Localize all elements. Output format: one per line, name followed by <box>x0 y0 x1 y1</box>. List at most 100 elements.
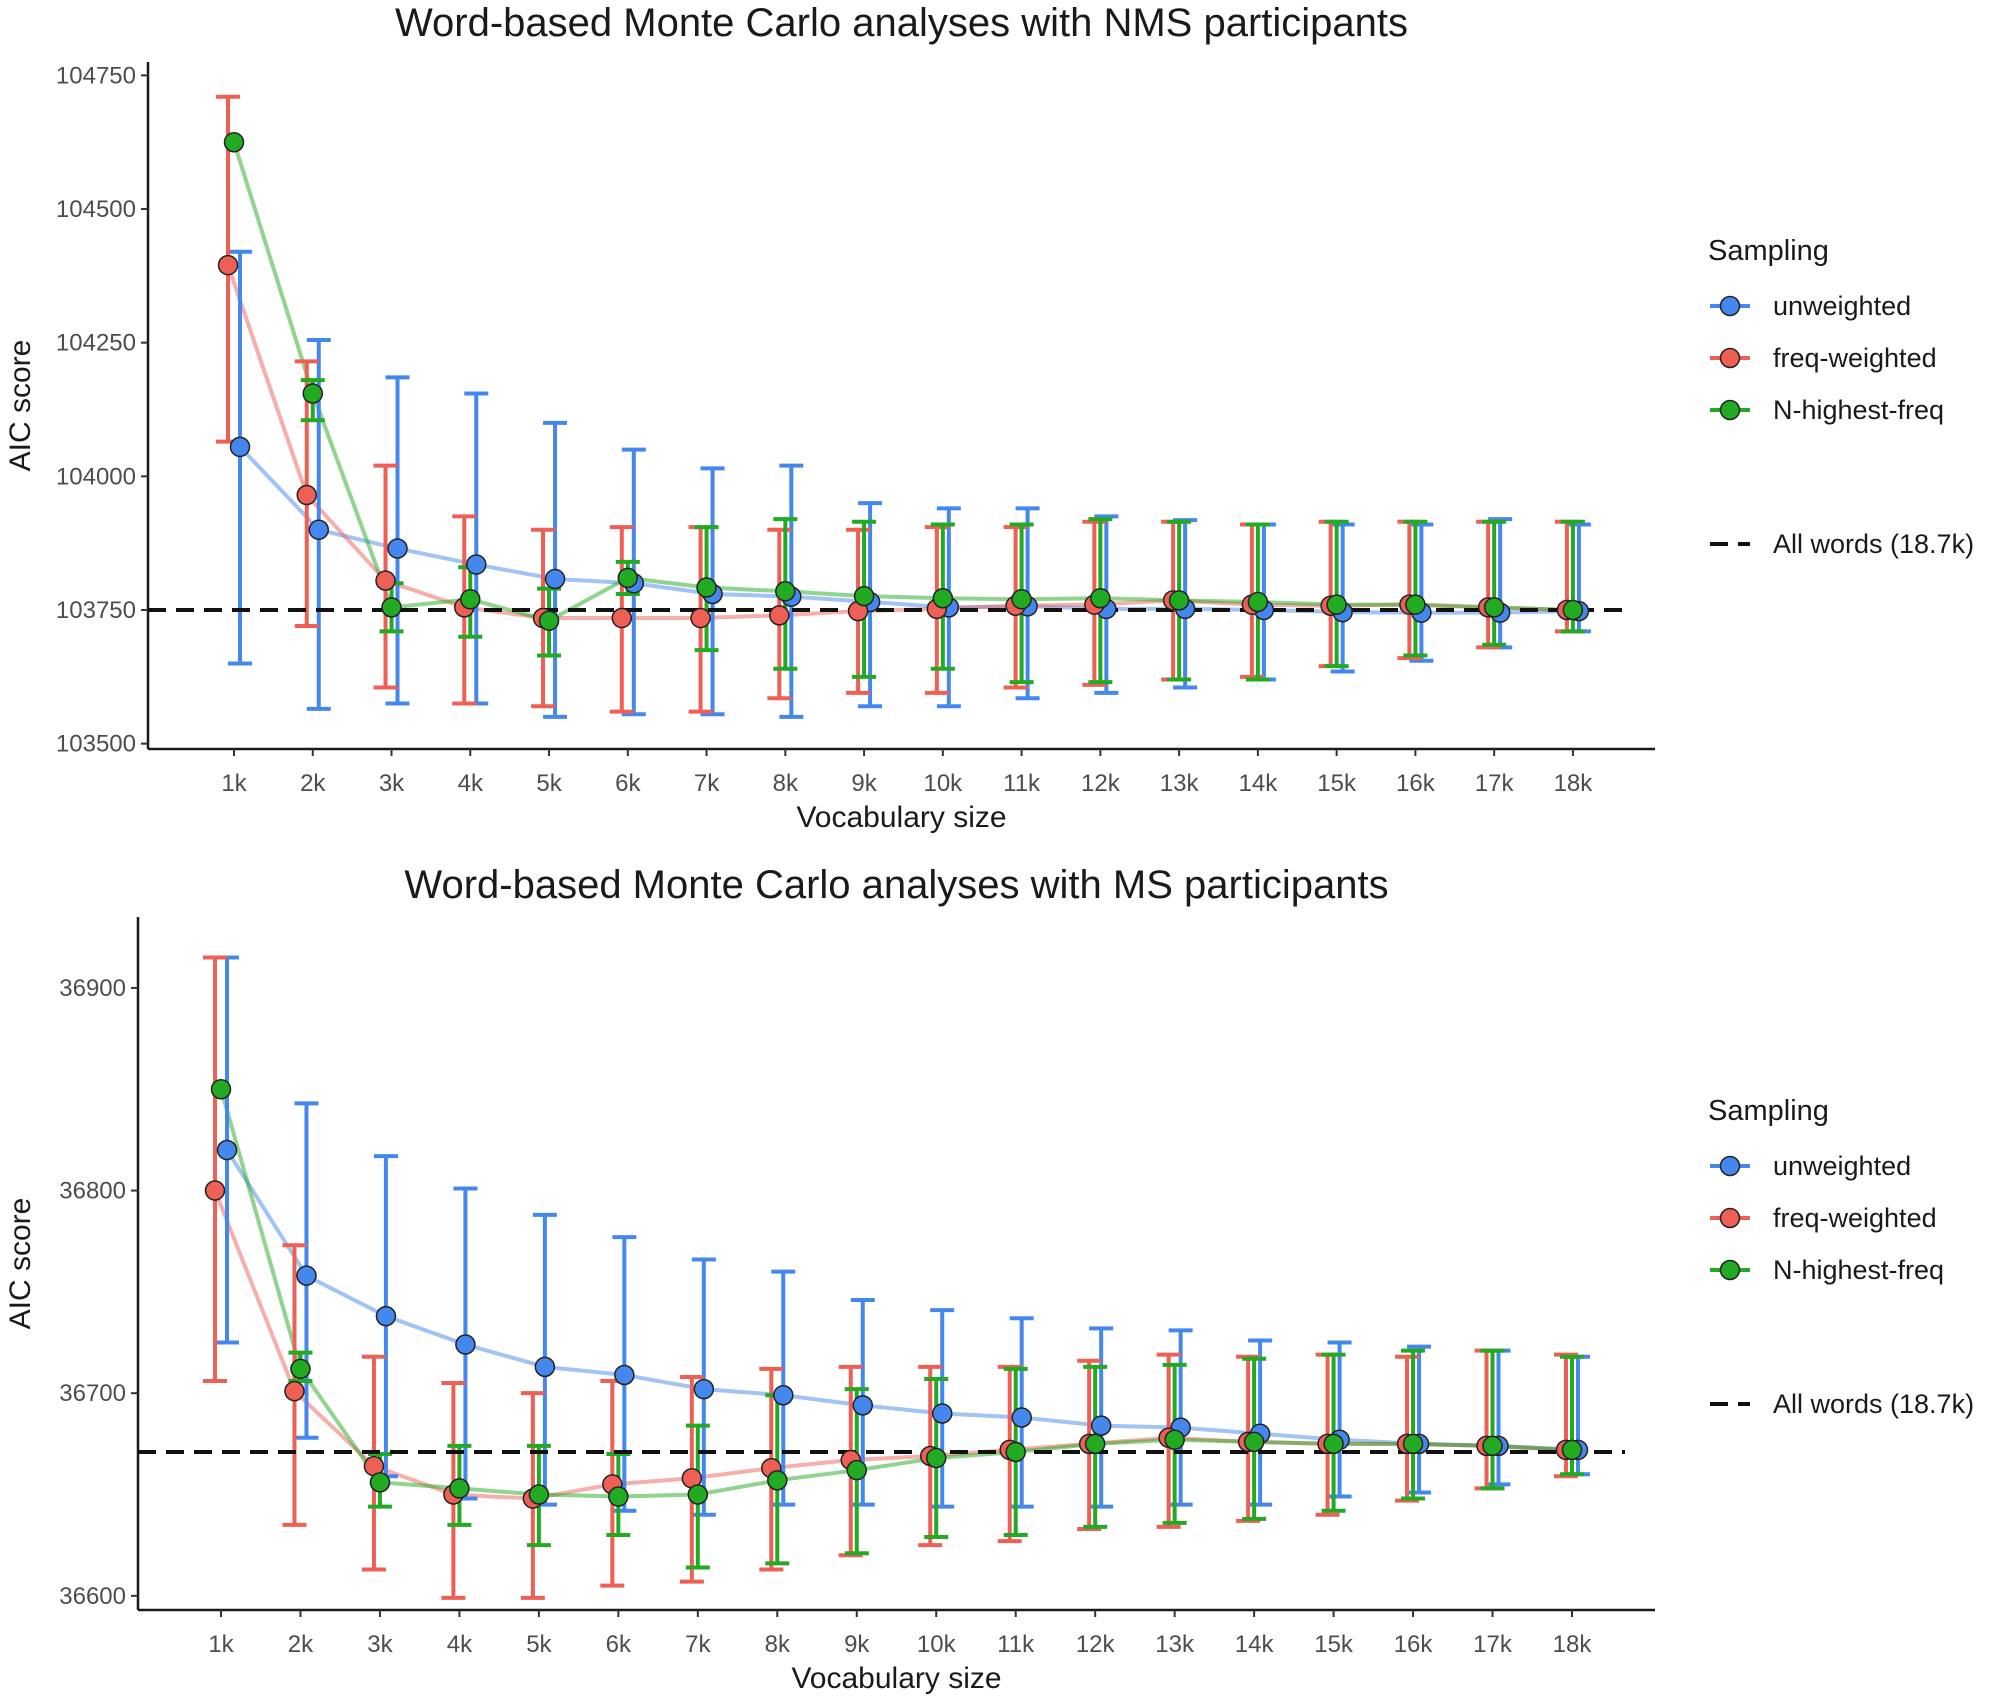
y-tick-label: 36700 <box>59 1380 126 1407</box>
y-tick-label: 103750 <box>56 597 136 624</box>
x-tick-label: 17k <box>1473 1631 1513 1658</box>
point-N-highest-freq <box>1090 587 1111 609</box>
point-N-highest-freq <box>1243 1431 1265 1453</box>
point-unweighted <box>1090 1415 1112 1436</box>
point-N-highest-freq <box>1247 591 1269 613</box>
x-tick-label: 11k <box>997 1631 1035 1658</box>
point-N-highest-freq <box>1562 599 1584 621</box>
point-N-highest-freq <box>1011 589 1032 610</box>
x-tick-label: 9k <box>851 770 877 797</box>
legend-label: unweighted <box>1773 1151 1911 1181</box>
error-bar-unweighted <box>1409 522 1434 663</box>
x-tick-label: 10k <box>923 770 963 797</box>
point-N-highest-freq <box>1323 1433 1344 1455</box>
point-freq-weighted <box>217 254 239 276</box>
point-unweighted <box>387 538 408 559</box>
point-unweighted <box>455 1334 476 1355</box>
point-unweighted <box>693 1378 715 1400</box>
x-tick-label: 6k <box>606 1631 632 1658</box>
error-bar-unweighted <box>1486 1348 1511 1487</box>
y-tick-label: 104750 <box>56 62 136 89</box>
point-N-highest-freq <box>223 131 245 153</box>
x-tick-label: 14k <box>1235 1631 1275 1658</box>
legend-item-freq-weighted: freq-weighted <box>1710 343 1937 373</box>
nms-panel: Word-based Monte Carlo analyses with NMS… <box>4 1 1974 834</box>
series-line-freq-weighted <box>226 264 1567 621</box>
point-unweighted <box>852 1395 874 1416</box>
x-tick-label: 7k <box>685 1631 711 1658</box>
x-tick-label: 5k <box>536 770 562 797</box>
point-N-highest-freq <box>1005 1441 1026 1463</box>
legend-item-unweighted: unweighted <box>1710 291 1911 321</box>
legend-label: freq-weighted <box>1773 343 1937 373</box>
point-N-highest-freq <box>449 1478 470 1499</box>
error-bar-unweighted <box>1407 1344 1432 1495</box>
x-tick-label: 10k <box>917 1631 957 1658</box>
error-bar-N-highest-freq <box>1480 1348 1505 1491</box>
legend-key-point <box>1719 347 1741 369</box>
error-bar-freq-weighted <box>203 955 227 1384</box>
point-unweighted <box>614 1364 635 1386</box>
x-tick-label: 18k <box>1553 1631 1593 1658</box>
error-bar-freq-weighted <box>1318 519 1343 669</box>
x-tick-label: 12k <box>1081 770 1121 797</box>
legend-label: freq-weighted <box>1773 1203 1937 1233</box>
point-N-highest-freq <box>608 1486 629 1507</box>
point-N-highest-freq <box>460 589 481 610</box>
legend-label: All words (18.7k) <box>1773 1389 1974 1419</box>
x-tick-label: 7k <box>694 770 720 797</box>
error-bar-freq-weighted <box>1474 1348 1499 1491</box>
point-unweighted <box>773 1384 794 1406</box>
point-N-highest-freq <box>210 1078 232 1100</box>
error-bar-N-highest-freq <box>1482 519 1507 647</box>
point-freq-weighted <box>375 570 396 591</box>
y-tick-label: 104500 <box>56 196 136 223</box>
series-line-freq-weighted <box>213 1189 1567 1501</box>
error-bar-unweighted <box>228 249 252 666</box>
series-line-unweighted <box>225 1148 1579 1452</box>
point-N-highest-freq <box>290 1358 311 1380</box>
point-N-highest-freq <box>1483 597 1505 618</box>
y-tick-label: 36800 <box>59 1178 126 1205</box>
legend-label: N-highest-freq <box>1773 1255 1944 1285</box>
ms-panel: Word-based Monte Carlo analyses with MS … <box>4 863 1974 1695</box>
x-tick-label: 9k <box>844 1631 870 1658</box>
point-unweighted <box>375 1305 397 1327</box>
x-tick-label: 16k <box>1396 770 1436 797</box>
series-line-unweighted <box>238 445 1579 615</box>
error-bar-unweighted <box>1248 1338 1273 1507</box>
legend-key-point <box>1719 1155 1741 1177</box>
legend-label: N-highest-freq <box>1773 395 1944 425</box>
legend-title: Sampling <box>1708 235 1829 267</box>
point-N-highest-freq <box>528 1484 550 1505</box>
x-tick-label: 13k <box>1155 1631 1195 1658</box>
point-freq-weighted <box>769 605 790 626</box>
point-N-highest-freq <box>687 1484 709 1505</box>
point-unweighted <box>229 436 251 458</box>
x-tick-label: 14k <box>1239 770 1279 797</box>
x-tick-label: 16k <box>1394 1631 1434 1658</box>
point-N-highest-freq <box>1561 1439 1583 1461</box>
x-tick-label: 1k <box>221 770 247 797</box>
point-N-highest-freq <box>1405 594 1426 615</box>
point-N-highest-freq <box>846 1459 868 1481</box>
legend-label: All words (18.7k) <box>1773 529 1974 559</box>
point-N-highest-freq <box>1402 1433 1424 1455</box>
legend-item-freq-weighted: freq-weighted <box>1710 1203 1937 1233</box>
x-axis-title: Vocabulary size <box>796 801 1006 834</box>
point-N-highest-freq <box>1168 590 1190 611</box>
point-unweighted <box>466 554 487 575</box>
x-tick-label: 3k <box>367 1631 393 1658</box>
error-bar-N-highest-freq <box>1324 519 1349 669</box>
legend-item-N-highest-freq: N-highest-freq <box>1710 1255 1944 1285</box>
point-N-highest-freq <box>538 610 560 631</box>
legend-title: Sampling <box>1708 1095 1829 1127</box>
point-unweighted <box>216 1139 238 1161</box>
error-bar-N-highest-freq <box>1401 1348 1426 1501</box>
point-N-highest-freq <box>381 597 402 618</box>
y-tick-label: 36600 <box>59 1583 126 1610</box>
point-freq-weighted <box>690 607 711 629</box>
x-tick-label: 8k <box>773 770 799 797</box>
y-tick-label: 104250 <box>56 330 136 357</box>
